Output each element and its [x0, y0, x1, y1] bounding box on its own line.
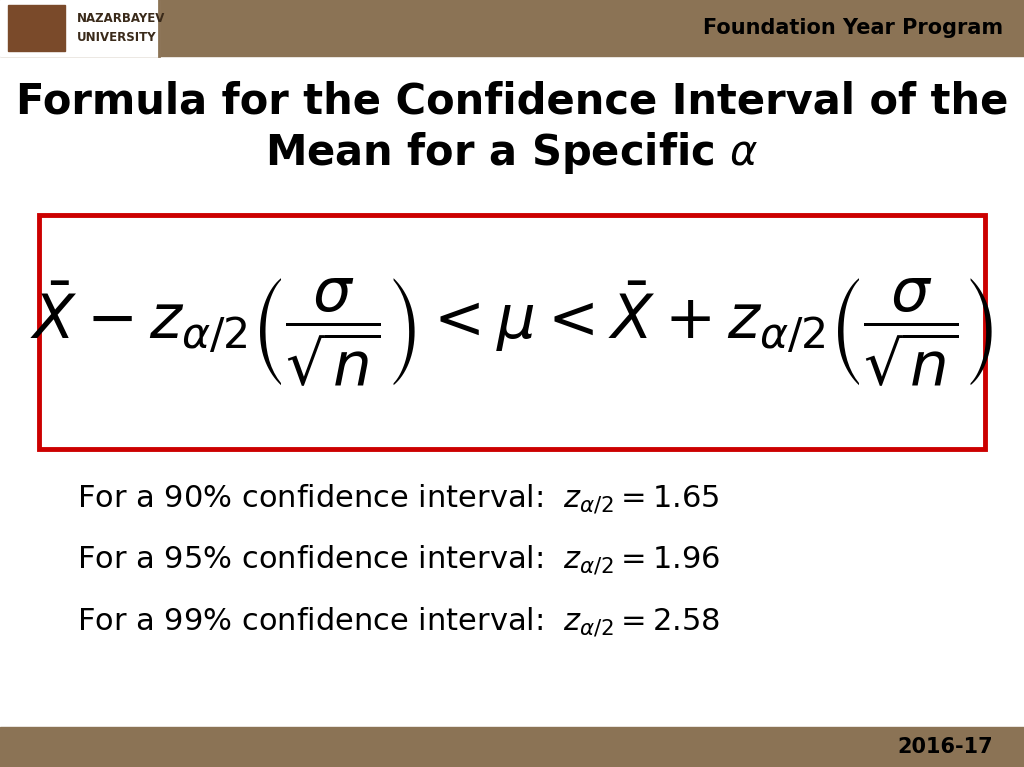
Text: UNIVERSITY: UNIVERSITY: [77, 31, 157, 44]
Text: NAZARBAYEV: NAZARBAYEV: [77, 12, 165, 25]
Text: Formula for the Confidence Interval of the: Formula for the Confidence Interval of t…: [15, 81, 1009, 122]
Text: For a 99% confidence interval:  $z_{\alpha/2} = 2.58$: For a 99% confidence interval: $z_{\alph…: [77, 604, 720, 638]
Bar: [0, 727, 1024, 767]
Bar: [0, 0, 159, 56]
Text: Foundation Year Program: Foundation Year Program: [703, 18, 1004, 38]
Bar: [8, 5, 65, 51]
Text: Mean for a Specific $\alpha$: Mean for a Specific $\alpha$: [265, 130, 759, 176]
Bar: [0, 0, 1024, 56]
Text: For a 95% confidence interval:  $z_{\alpha/2} = 1.96$: For a 95% confidence interval: $z_{\alph…: [77, 543, 720, 577]
Text: $\bar{X} - z_{\alpha/2}\left(\dfrac{\sigma}{\sqrt{n}}\right) < \mu < \bar{X} + z: $\bar{X} - z_{\alpha/2}\left(\dfrac{\sig…: [31, 276, 993, 387]
FancyBboxPatch shape: [39, 215, 985, 449]
Text: For a 90% confidence interval:  $z_{\alpha/2} = 1.65$: For a 90% confidence interval: $z_{\alph…: [77, 482, 719, 515]
Text: 2016-17: 2016-17: [898, 737, 993, 757]
